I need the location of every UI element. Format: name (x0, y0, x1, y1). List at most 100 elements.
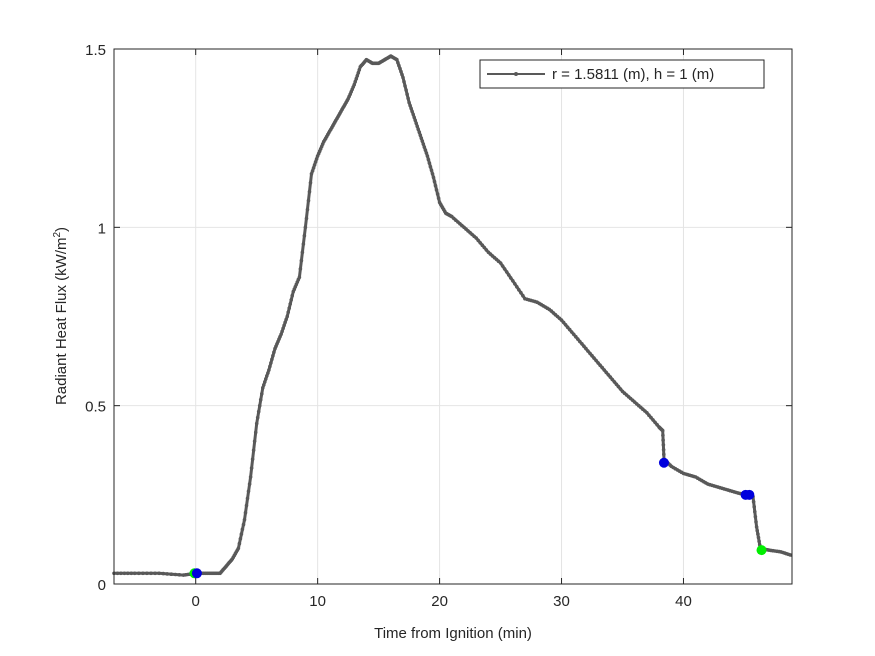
series-point (519, 290, 523, 295)
event-marker (744, 489, 755, 500)
series-point (434, 188, 439, 192)
series-point (258, 397, 263, 402)
series-point (126, 571, 130, 576)
series-point (478, 241, 483, 245)
series-point (645, 411, 649, 415)
series-point (297, 275, 302, 280)
series-point (352, 82, 357, 87)
series-point (410, 109, 414, 114)
series-point (249, 466, 254, 470)
series-point (286, 310, 291, 315)
series-point (269, 361, 273, 365)
series-point (415, 124, 420, 129)
series-point (399, 69, 403, 74)
series-point (584, 346, 588, 351)
series-point (236, 546, 241, 551)
series-point (355, 74, 360, 78)
series-point (309, 172, 314, 176)
marker-layer (189, 457, 767, 579)
series-point (401, 75, 405, 80)
series-point (612, 380, 617, 384)
series-point (608, 375, 613, 379)
series-point (594, 358, 598, 363)
series-point (661, 447, 666, 452)
series-point (153, 571, 157, 576)
series-point (502, 267, 507, 271)
series-point (511, 279, 515, 283)
series-point (661, 438, 665, 442)
x-tick-label: 0 (192, 593, 200, 610)
series-point (314, 157, 319, 161)
series-point (354, 76, 359, 81)
series-point (283, 320, 287, 325)
series-point (237, 541, 242, 546)
series-point (310, 169, 315, 173)
series-point (307, 189, 312, 194)
series-point (357, 68, 362, 72)
series-point (407, 100, 411, 105)
series-point (404, 88, 408, 92)
series-point (400, 72, 404, 77)
series-point (751, 499, 756, 504)
series-point (482, 245, 487, 250)
series-point (418, 133, 423, 137)
series-point (435, 192, 440, 196)
series-point (402, 79, 406, 84)
y-tick-label: 1 (98, 220, 106, 237)
series-point (395, 57, 399, 62)
series-point (421, 142, 426, 146)
series-point (356, 71, 361, 75)
series-point (251, 448, 256, 453)
series-point (430, 172, 435, 176)
series-point (662, 452, 666, 457)
series-point (498, 261, 503, 265)
series-point (247, 482, 252, 486)
series-point (303, 225, 308, 230)
legend-marker-sample (514, 72, 518, 76)
series-point (261, 386, 265, 390)
series-point (129, 571, 134, 576)
series-point (420, 139, 425, 143)
series-point (165, 572, 169, 576)
series-point (285, 314, 290, 319)
series-point (119, 571, 123, 576)
series-point (272, 350, 276, 355)
series-point (660, 428, 665, 433)
x-tick-label: 30 (553, 593, 570, 610)
series-point (417, 130, 422, 134)
series-point (305, 207, 310, 212)
series-point (137, 571, 141, 576)
series-point (145, 571, 149, 576)
series-point (616, 384, 621, 389)
series-point (264, 377, 268, 381)
series-point (409, 106, 413, 111)
series-point (752, 504, 756, 509)
series-point (141, 571, 145, 576)
series-point (521, 293, 525, 298)
series-point (416, 127, 421, 132)
series-point (427, 161, 432, 165)
series-point (265, 374, 269, 378)
series-point (436, 196, 441, 200)
series-point (301, 242, 306, 246)
series-point (298, 267, 303, 271)
series-point (755, 528, 759, 533)
series-point (428, 164, 433, 169)
series-point (245, 496, 250, 501)
series-point (419, 136, 424, 140)
series-point (312, 163, 317, 167)
series-point (592, 356, 596, 360)
series-point (396, 60, 400, 65)
series-point (754, 520, 758, 524)
series-point (302, 233, 307, 238)
series-point (149, 571, 153, 576)
series-point (287, 306, 292, 311)
series-point (515, 285, 519, 289)
series-point (299, 258, 304, 263)
series-point (571, 332, 576, 337)
series-point (647, 413, 651, 418)
series-point (243, 510, 248, 515)
series-point (406, 96, 410, 101)
plot-frame (113, 48, 793, 585)
